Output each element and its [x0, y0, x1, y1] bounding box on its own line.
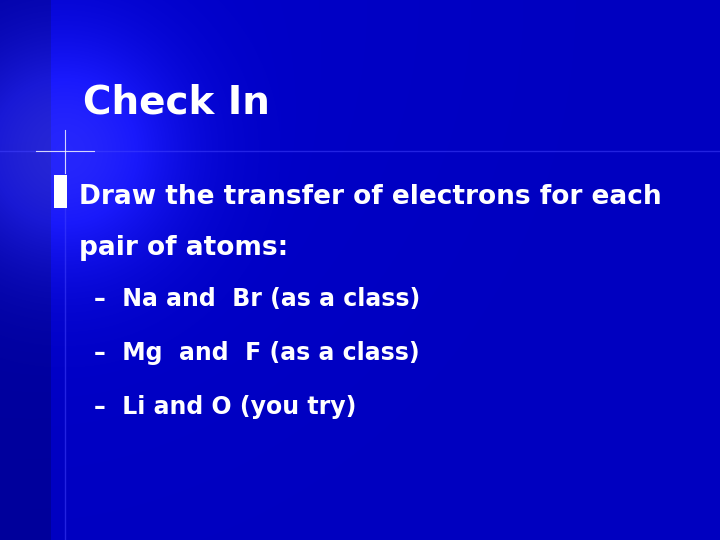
Text: pair of atoms:: pair of atoms:: [79, 235, 289, 261]
Text: –  Na and  Br (as a class): – Na and Br (as a class): [94, 287, 420, 311]
Text: Check In: Check In: [83, 84, 270, 122]
Text: –  Mg  and  F (as a class): – Mg and F (as a class): [94, 341, 419, 365]
Bar: [54, 176, 67, 208]
Text: Draw the transfer of electrons for each: Draw the transfer of electrons for each: [79, 184, 662, 210]
Text: –  Li and O (you try): – Li and O (you try): [94, 395, 356, 419]
